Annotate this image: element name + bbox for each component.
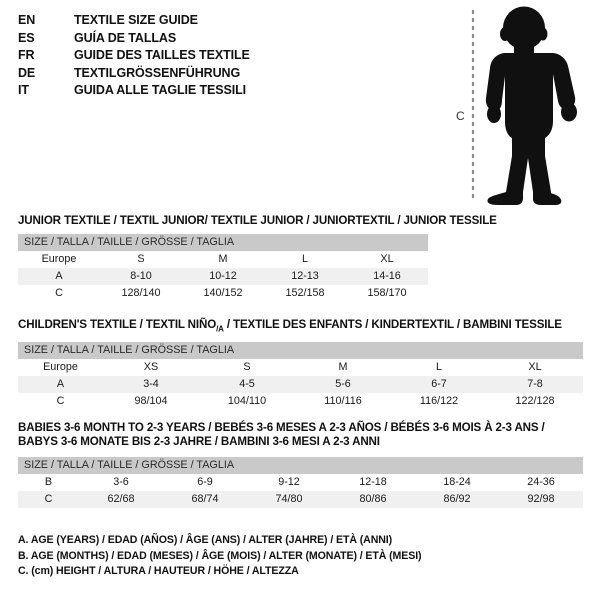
section-junior-textile: JUNIOR TEXTILE / TEXTIL JUNIOR/ TEXTILE …: [18, 214, 497, 302]
children-row-label-a: A: [18, 376, 103, 394]
language-text-es: GUÍA DE TALLAS: [74, 30, 177, 45]
language-row-es: ES GUÍA DE TALLAS: [18, 31, 418, 49]
children-cell-a-1: 4-5: [199, 376, 295, 394]
toddler-silhouette-icon: [471, 6, 577, 205]
babies-cell-b-5: 24-36: [499, 474, 584, 491]
table-row: Europe S M L XL: [18, 251, 429, 268]
junior-size-table: SIZE / TALLA / TAILLE / GRÖSSE / TAGLIA …: [18, 234, 429, 302]
height-measurement-figure: C: [440, 6, 600, 211]
legend-block: A. AGE (YEARS) / EDAD (AÑOS) / ÂGE (ANS)…: [18, 533, 422, 580]
babies-cell-b-1: 6-9: [163, 474, 247, 491]
children-title-part1: CHILDREN'S TEXTILE / TEXTIL NIÑO: [18, 318, 217, 331]
babies-row-label-b: B: [18, 474, 79, 491]
junior-cell-a-2: 12-13: [264, 268, 346, 285]
children-cell-europe-0: XS: [103, 359, 199, 377]
junior-cell-c-1: 140/152: [182, 285, 264, 302]
children-section-title: CHILDREN'S TEXTILE / TEXTIL NIÑO/A / TEX…: [18, 318, 583, 336]
language-row-en: EN TEXTILE SIZE GUIDE: [18, 13, 418, 31]
legend-line-a: A. AGE (YEARS) / EDAD (AÑOS) / ÂGE (ANS)…: [18, 534, 393, 546]
junior-row-label-c: C: [18, 285, 100, 302]
table-row: C 62/68 68/74 74/80 80/86 86/92 92/98: [18, 491, 584, 508]
children-cell-c-2: 110/116: [295, 393, 391, 411]
language-code-de: DE: [18, 65, 36, 80]
children-cell-europe-2: M: [295, 359, 391, 377]
children-cell-c-0: 98/104: [103, 393, 199, 411]
babies-cell-c-1: 68/74: [163, 491, 247, 508]
children-cell-a-0: 3-4: [103, 376, 199, 394]
babies-cell-c-0: 62/68: [79, 491, 163, 508]
junior-cell-a-0: 8-10: [100, 268, 182, 285]
children-cell-a-2: 5-6: [295, 376, 391, 394]
babies-cell-b-3: 12-18: [331, 474, 415, 491]
children-cell-a-3: 6-7: [391, 376, 487, 394]
table-row: C 98/104 104/110 110/116 116/122 122/128: [18, 393, 584, 411]
children-cell-a-4: 7-8: [487, 376, 584, 394]
babies-cell-c-2: 74/80: [247, 491, 331, 508]
junior-row-label-a: A: [18, 268, 100, 285]
table-row: A 3-4 4-5 5-6 6-7 7-8: [18, 376, 584, 394]
children-cell-europe-1: S: [199, 359, 295, 377]
language-text-en: TEXTILE SIZE GUIDE: [74, 13, 198, 27]
babies-row-label-c: C: [18, 491, 79, 508]
junior-row-label-europe: Europe: [18, 251, 100, 268]
language-text-de: TEXTILGRÖSSENFÜHRUNG: [74, 65, 241, 80]
junior-cell-europe-2: L: [264, 251, 346, 268]
babies-cell-c-5: 92/98: [499, 491, 584, 508]
babies-cell-b-2: 9-12: [247, 474, 331, 491]
language-code-en: EN: [18, 13, 36, 27]
babies-size-table: SIZE / TALLA / TAILLE / GRÖSSE / TAGLIA …: [18, 457, 584, 508]
legend-line-b: B. AGE (MONTHS) / EDAD (MESES) / ÂGE (MO…: [18, 549, 422, 562]
language-code-es: ES: [18, 30, 35, 45]
babies-section-title-line1: BABIES 3-6 MONTH TO 2-3 YEARS / BEBÉS 3-…: [18, 421, 545, 434]
junior-table-header-row: SIZE / TALLA / TAILLE / GRÖSSE / TAGLIA: [18, 234, 429, 251]
babies-table-header-row: SIZE / TALLA / TAILLE / GRÖSSE / TAGLIA: [18, 457, 584, 474]
children-row-label-europe: Europe: [18, 359, 103, 377]
children-size-header-label: SIZE / TALLA / TAILLE / GRÖSSE / TAGLIA: [18, 342, 584, 360]
language-title-block: EN TEXTILE SIZE GUIDE ES GUÍA DE TALLAS …: [18, 13, 418, 101]
language-code-fr: FR: [18, 48, 35, 62]
language-code-it: IT: [18, 83, 29, 97]
language-text-fr: GUIDE DES TAILLES TEXTILE: [74, 48, 250, 62]
children-cell-c-1: 104/110: [199, 393, 295, 411]
babies-cell-b-4: 18-24: [415, 474, 499, 491]
language-text-it: GUIDA ALLE TAGLIE TESSILI: [74, 83, 247, 97]
junior-cell-europe-0: S: [100, 251, 182, 268]
section-babies-textile: BABIES 3-6 MONTH TO 2-3 YEARS / BEBÉS 3-…: [18, 421, 584, 508]
children-row-label-c: C: [18, 393, 103, 411]
children-cell-c-4: 122/128: [487, 393, 584, 411]
table-row: C 128/140 140/152 152/158 158/170: [18, 285, 429, 302]
section-childrens-textile: CHILDREN'S TEXTILE / TEXTIL NIÑO/A / TEX…: [18, 318, 584, 411]
junior-cell-c-0: 128/140: [100, 285, 182, 302]
junior-size-header-label: SIZE / TALLA / TAILLE / GRÖSSE / TAGLIA: [18, 234, 429, 251]
table-row: A 8-10 10-12 12-13 14-16: [18, 268, 429, 285]
language-row-de: DE TEXTILGRÖSSENFÜHRUNG: [18, 66, 418, 84]
children-title-part2: / TEXTILE DES ENFANTS / KINDERTEXTIL / B…: [223, 318, 562, 331]
children-table-header-row: SIZE / TALLA / TAILLE / GRÖSSE / TAGLIA: [18, 342, 584, 360]
junior-cell-europe-3: XL: [346, 251, 429, 268]
junior-section-title: JUNIOR TEXTILE / TEXTIL JUNIOR/ TEXTILE …: [18, 214, 497, 227]
figure-measure-label-c: C: [456, 109, 465, 123]
children-cell-c-3: 116/122: [391, 393, 487, 411]
junior-cell-c-2: 152/158: [264, 285, 346, 302]
table-row: Europe XS S M L XL: [18, 359, 584, 377]
children-size-table: SIZE / TALLA / TAILLE / GRÖSSE / TAGLIA …: [18, 342, 584, 411]
language-row-it: IT GUIDA ALLE TAGLIE TESSILI: [18, 83, 418, 101]
babies-cell-c-3: 80/86: [331, 491, 415, 508]
junior-cell-europe-1: M: [182, 251, 264, 268]
babies-size-header-label: SIZE / TALLA / TAILLE / GRÖSSE / TAGLIA: [18, 457, 584, 474]
junior-cell-a-3: 14-16: [346, 268, 429, 285]
legend-line-c: C. (cm) HEIGHT / ALTURA / HAUTEUR / HÖHE…: [18, 565, 299, 577]
babies-cell-b-0: 3-6: [79, 474, 163, 491]
toddler-body: [485, 6, 577, 205]
babies-cell-c-4: 86/92: [415, 491, 499, 508]
babies-section-title-line2: BABYS 3-6 MONATE BIS 2-3 JAHRE / BAMBINI…: [18, 435, 380, 448]
language-row-fr: FR GUIDE DES TAILLES TEXTILE: [18, 48, 418, 66]
junior-cell-a-1: 10-12: [182, 268, 264, 285]
children-cell-europe-3: L: [391, 359, 487, 377]
junior-cell-c-3: 158/170: [346, 285, 429, 302]
table-row: B 3-6 6-9 9-12 12-18 18-24 24-36: [18, 474, 584, 491]
children-title-subscript: /A: [216, 324, 224, 334]
children-cell-europe-4: XL: [487, 359, 584, 377]
